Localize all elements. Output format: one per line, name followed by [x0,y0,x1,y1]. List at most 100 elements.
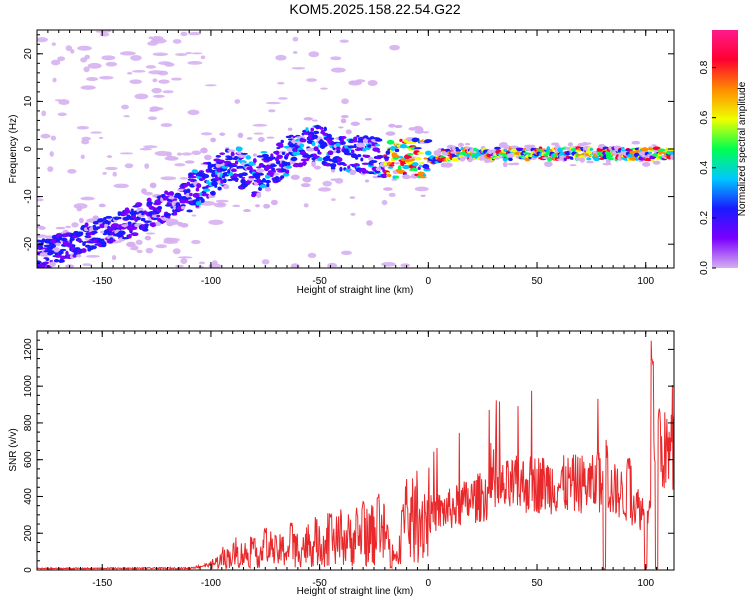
spectrogram-cell [151,35,164,41]
spectrogram-cell [339,39,349,43]
spectrogram-cell [177,256,193,259]
spectrogram-cell [345,129,352,135]
spectrogram-cell [425,150,432,156]
spectrogram-cell [58,99,70,106]
spectrogram-cell [318,151,322,155]
spectrogram-cell [330,178,339,181]
spectrogram-cell [119,227,127,230]
spectrogram-cell [210,190,216,196]
spectrogram-cell [186,188,191,194]
spectrogram-cell [336,157,343,163]
spectrogram-cell [248,162,256,167]
spectrogram-cell [200,55,206,60]
spectrogram-cell [313,146,319,152]
spectrogram-cell [200,147,208,154]
spectrogram-cell [217,202,225,207]
spectrogram-cell [146,197,152,203]
spectrogram-cell [57,56,66,62]
spectrogram-cell [338,126,344,129]
spectrogram-cell [300,183,311,188]
spectrogram-cell [172,39,182,44]
spectrogram-cell [348,147,352,151]
spectrogram-cell [340,136,347,139]
colorbar-tick-label: 0.2 [699,211,710,225]
spectrogram-cell [92,215,99,221]
spectrogram-cell [246,137,253,140]
spectrogram-cell [231,168,237,173]
spectrogram-cell [324,162,332,167]
spectrogram-cell [198,261,206,265]
spectrogram-cell [105,215,113,219]
spectrogram-cell [55,226,66,230]
spectrogram-cell [237,132,244,139]
spectrogram-cell [353,138,358,143]
spectrogram-y-tick-label: -10 [23,189,34,204]
spectrogram-cell [652,160,661,165]
spectrogram-cell [349,196,356,199]
spectrogram-cell [171,77,182,81]
spectrogram-cell [154,150,171,157]
spectrogram-cell [135,202,143,207]
spectrogram-x-ticks: -150 -100 -50 0 50 100 [47,30,668,287]
snr-y-label: SNR (v/v) [8,428,19,471]
spectrogram-cell [381,262,396,267]
spectrogram-cell [135,239,143,245]
spectrogram-cell [185,52,193,55]
spectrogram-cell [305,127,309,132]
spectrogram-cell [461,149,466,152]
spectrogram-cell [57,112,67,117]
spectrogram-cell [145,247,154,254]
spectrogram-cell [155,244,168,249]
spectrogram-cell [586,157,592,161]
spectrogram-cell [417,152,424,155]
spectrogram-cell [219,152,226,155]
spectrogram-cell [173,198,178,201]
spectrogram-cell [400,263,411,268]
spectrogram-cell [123,217,131,221]
spectrogram-cell [326,133,332,139]
spectrogram-cell [367,80,378,87]
spectrogram-cell [261,259,270,265]
spectrogram-cell [100,242,107,248]
spectrogram-cell [79,231,84,235]
spectrogram-cell [267,156,276,160]
spectrogram-cell [152,78,158,83]
spectrogram-cell [151,223,155,228]
spectrogram-cell [281,161,289,166]
spectrogram-cell [648,151,652,155]
spectrogram-cell [291,67,306,70]
colorbar-tick-label: 0.8 [699,60,710,74]
spectrogram-cell [366,220,373,226]
spectrogram-cell [422,131,430,134]
spectrogram-cell [145,65,157,69]
spectrogram-cell [341,98,349,105]
spectrogram-cell [134,93,149,100]
spectrogram-cell [256,178,262,184]
spectrogram-cell [219,132,226,136]
snr-series-line [37,340,674,570]
spectrogram-cell [234,99,241,104]
spectrogram-cell [195,205,200,208]
spectrogram-cell [368,156,374,162]
spectrogram-cell [204,154,212,161]
spectrogram-cell [342,163,347,167]
spectrogram-cell [383,154,388,157]
spectrogram-cell [405,155,412,159]
spectrogram-cell [45,257,50,261]
spectrogram-y-tick-label: 20 [23,48,34,60]
spectrogram-cell [191,169,199,173]
spectrogram-cell [340,250,352,256]
spectrogram-x-tick-label: 50 [531,276,543,287]
spectrogram-cell [126,241,136,248]
spectrogram-cell [101,30,112,33]
spectrogram-cell [391,154,400,159]
spectrogram-cell [455,149,462,152]
spectrogram-cell [502,145,511,150]
spectrogram-cell [234,160,239,165]
spectrogram-cell [83,66,90,73]
spectrogram-cell [200,132,213,136]
colorbar-gradient [712,30,738,268]
spectrogram-cell [380,173,388,177]
spectrogram-cell [80,196,95,201]
spectrogram-cell [149,182,157,189]
